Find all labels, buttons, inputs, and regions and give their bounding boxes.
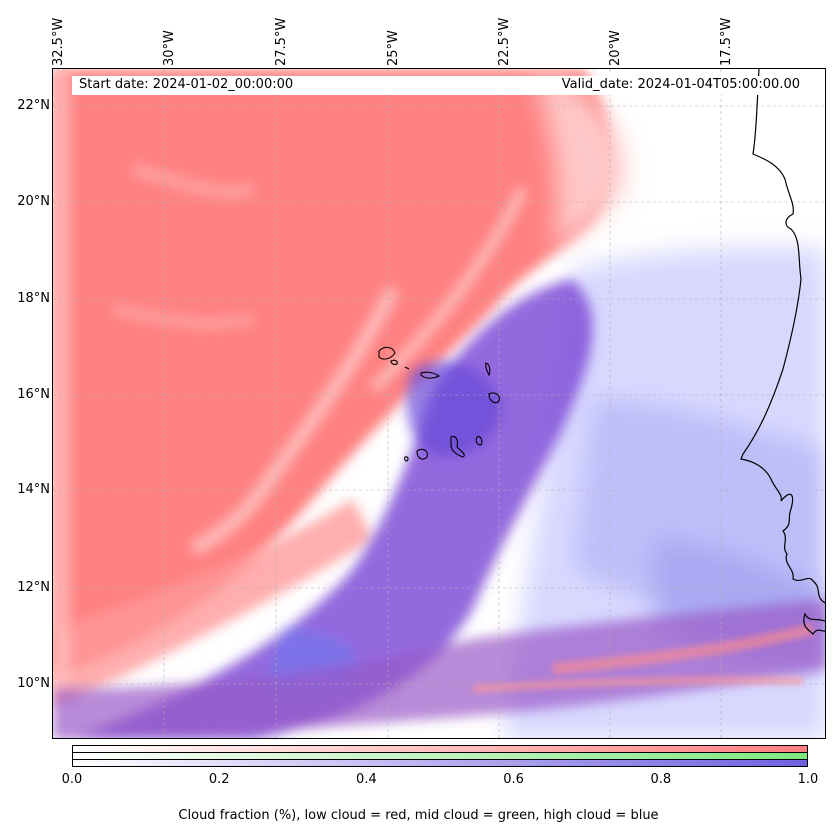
lon-label-32-5w: 32.5°W — [51, 17, 66, 66]
colorbar-tick: 1.0 — [797, 772, 819, 787]
colorbar-tick: 0.4 — [356, 772, 377, 787]
colorbar-ticks: 0.0 0.2 0.4 0.6 0.8 1.0 — [62, 772, 819, 792]
date-info-bar: Start date: 2024-01-02_00:00:00 Valid_da… — [72, 76, 808, 95]
colorbar-tick: 0.8 — [650, 772, 672, 787]
colorbar-tick: 0.2 — [208, 772, 230, 787]
gridlines — [53, 69, 825, 738]
lat-label-18n: 18°N — [17, 291, 50, 306]
colorbar: 0.0 0.2 0.4 0.6 0.8 1.0 — [62, 745, 819, 792]
lon-label-17-5w: 17.5°W — [719, 17, 734, 66]
lat-label-14n: 14°N — [17, 482, 50, 497]
lon-label-25w: 25°W — [386, 30, 401, 66]
colorbar-tick: 0.6 — [503, 772, 524, 787]
lat-label-12n: 12°N — [17, 580, 50, 595]
lon-label-22-5w: 22.5°W — [497, 17, 512, 66]
lon-label-27-5w: 27.5°W — [274, 17, 289, 66]
cloud-fraction-map — [53, 69, 825, 738]
colorbar-tick: 0.0 — [61, 772, 83, 787]
lat-label-22n: 22°N — [17, 98, 50, 113]
lat-label-10n: 10°N — [17, 676, 50, 691]
lat-label-16n: 16°N — [17, 387, 50, 402]
colorbar-label: Cloud fraction (%), low cloud = red, mid… — [178, 808, 659, 823]
low-cloud-west — [53, 69, 625, 709]
lon-label-30w: 30°W — [162, 30, 177, 66]
high-cloud-central — [53, 279, 825, 738]
start-date-label: Start date: 2024-01-02_00:00:00 — [79, 77, 294, 92]
africa-coastline — [740, 69, 825, 635]
low-cloud-streaks — [56, 69, 528, 689]
low-cloud-south — [472, 623, 815, 693]
lat-label-20n: 20°N — [17, 194, 50, 209]
lon-label-20w: 20°W — [608, 30, 623, 66]
cape-verde-islands — [378, 346, 500, 462]
map-area — [52, 68, 826, 739]
colorbar-high-cloud — [72, 759, 808, 767]
valid-date-label: Valid_date: 2024-01-04T05:00:00.00 — [561, 77, 800, 92]
